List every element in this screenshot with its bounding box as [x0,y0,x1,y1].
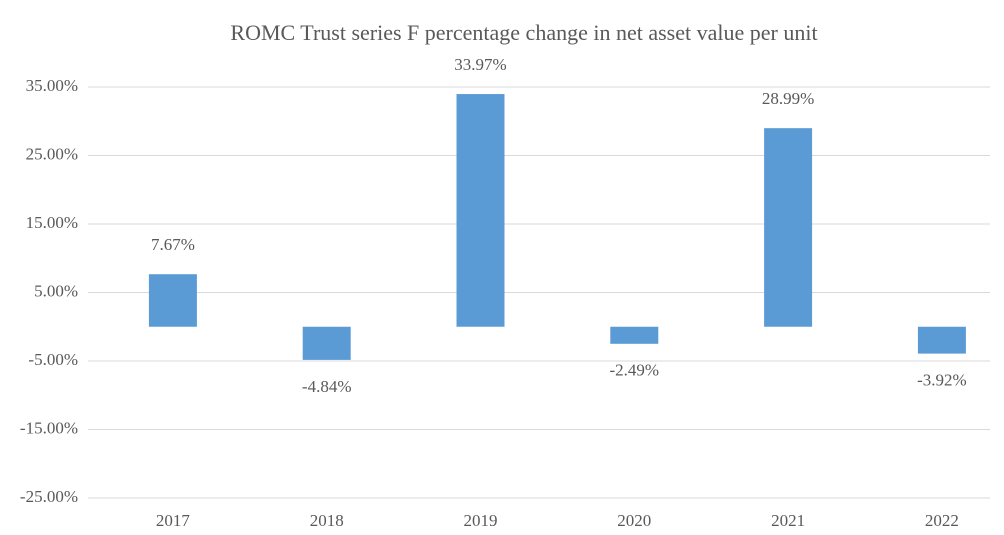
x-tick-label: 2021 [771,511,805,530]
y-tick-label: 35.00% [26,76,78,95]
y-tick-label: -5.00% [28,350,78,369]
data-label: 33.97% [454,55,506,74]
y-tick-label: -15.00% [20,418,78,437]
data-label: -4.84% [302,377,352,396]
bar [610,326,659,344]
data-label: 28.99% [762,89,814,108]
y-tick-label: -25.00% [20,487,78,506]
x-tick-label: 2018 [310,511,344,530]
x-tick-label: 2020 [617,511,651,530]
x-tick-label: 2019 [464,511,498,530]
bar [764,128,813,327]
y-tick-label: 15.00% [26,213,78,232]
chart-title: ROMC Trust series F percentage change in… [230,20,817,45]
y-tick-label: 5.00% [34,281,78,300]
x-tick-label: 2017 [156,511,191,530]
bar [917,326,966,354]
bar [456,94,505,327]
data-label: -3.92% [917,371,967,390]
x-tick-label: 2022 [925,511,959,530]
data-label: 7.67% [151,235,195,254]
bar [302,326,351,360]
data-label: -2.49% [610,361,660,380]
y-tick-label: 25.00% [26,144,78,163]
bar [148,274,197,327]
